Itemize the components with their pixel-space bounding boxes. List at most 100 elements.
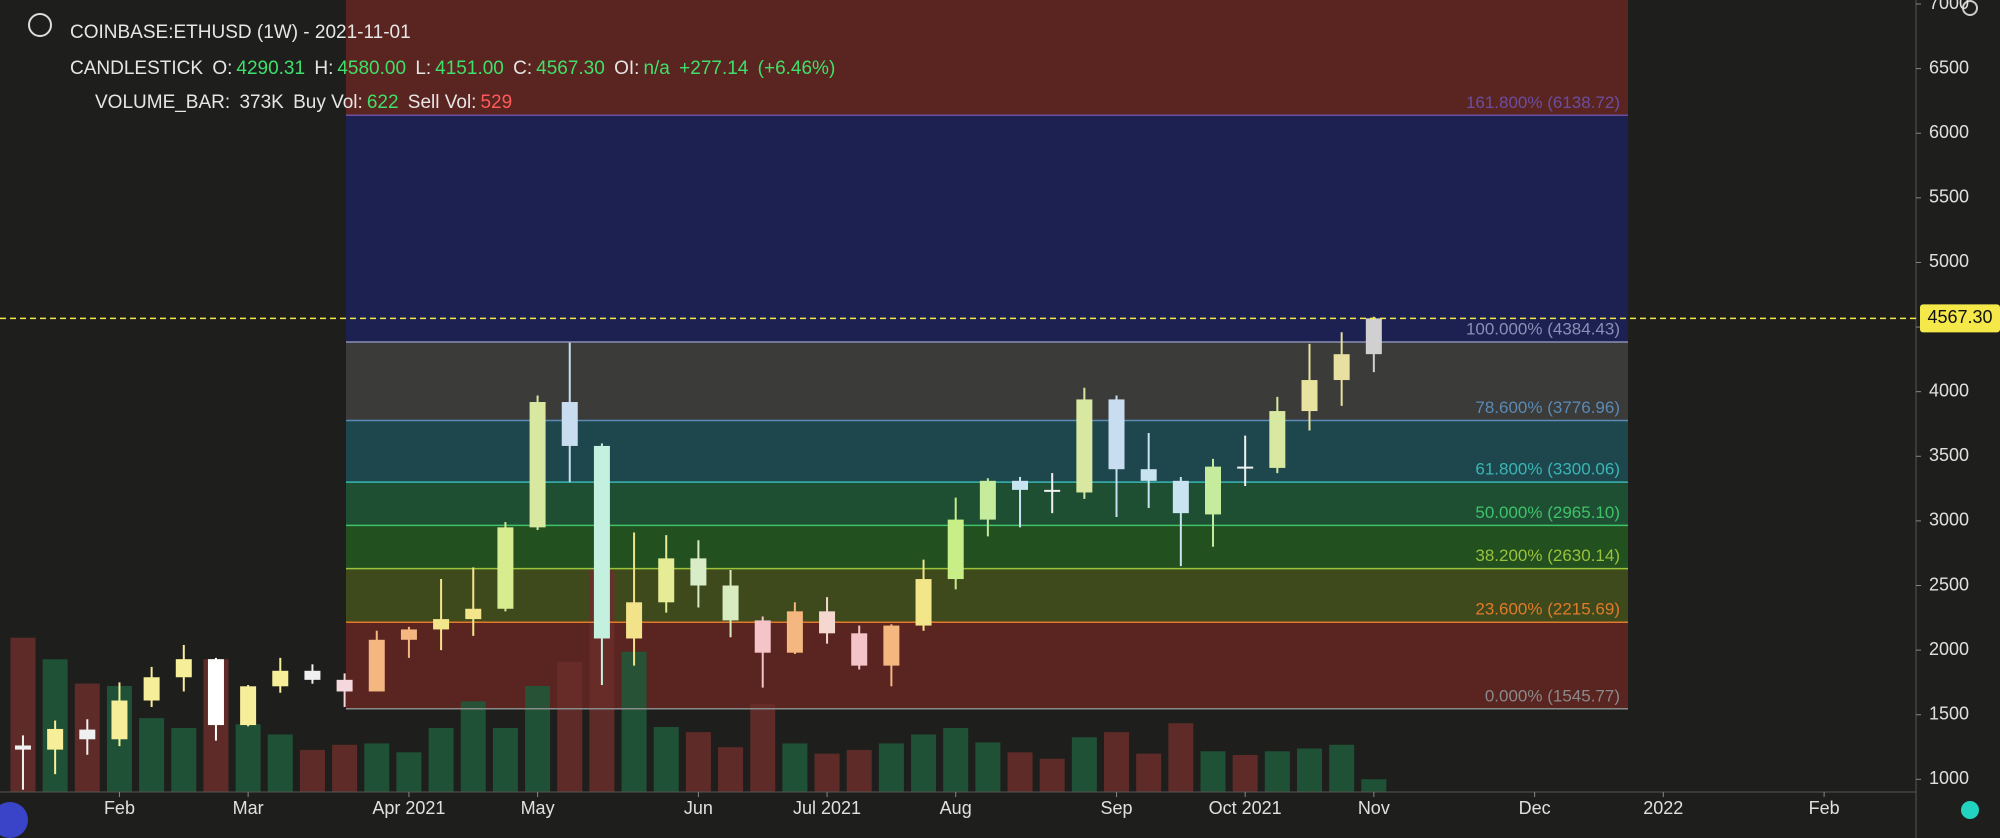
- volume-bar: [1136, 753, 1162, 792]
- candle-body: [1044, 489, 1061, 492]
- volume-bar: [139, 718, 165, 792]
- candle-body: [1269, 411, 1286, 468]
- volume-bar: [814, 753, 840, 792]
- x-tick-label: May: [521, 798, 555, 818]
- volume-bar: [1007, 752, 1033, 792]
- volume-bar: [364, 743, 390, 792]
- field-value: 4290.31: [236, 58, 306, 79]
- candle-body: [1237, 466, 1254, 469]
- volume-bar: [685, 732, 711, 792]
- candle-body: [561, 402, 578, 446]
- candle-body: [47, 728, 64, 750]
- candle-body: [786, 611, 803, 653]
- volume-bar: [943, 728, 969, 792]
- field-value: 4567.30: [536, 58, 605, 79]
- x-tick-label: Oct 2021: [1209, 798, 1282, 818]
- candle-body: [915, 579, 932, 626]
- volume-bar: [396, 752, 422, 792]
- candle-body: [14, 745, 31, 750]
- y-tick-label: 6000: [1929, 122, 1969, 142]
- fib-zone: [346, 115, 1628, 342]
- app-icon[interactable]: [0, 802, 28, 838]
- volume-bar: [557, 662, 583, 792]
- volume-bar: [492, 728, 518, 792]
- candle-body: [111, 700, 128, 740]
- change-pct: (+6.46%): [757, 58, 836, 79]
- field-value: n/a: [643, 58, 670, 79]
- field-label: C:: [513, 58, 533, 79]
- candle-body: [207, 659, 224, 726]
- volume-bar: [235, 724, 261, 792]
- y-tick-label: 1500: [1929, 703, 1969, 723]
- fib-label: 23.600% (2215.69): [1475, 600, 1620, 619]
- fib-label: 38.200% (2630.14): [1475, 546, 1620, 565]
- fib-label: 78.600% (3776.96): [1475, 398, 1620, 417]
- fib-label: 161.800% (6138.72): [1466, 93, 1620, 112]
- y-tick-label: 6500: [1929, 57, 1969, 77]
- field-label: Sell Vol:: [407, 92, 477, 113]
- y-tick-label: 3000: [1929, 510, 1969, 530]
- volume-bar: [1361, 779, 1387, 792]
- title: COINBASE:ETHUSD (1W) - 2021-11-01: [70, 21, 415, 45]
- candle-body: [272, 670, 289, 687]
- candle-body: [1108, 399, 1125, 470]
- candle-body: [947, 519, 964, 580]
- field-label: OI:: [614, 58, 640, 79]
- volume-bar: [1264, 751, 1290, 792]
- volume-bar: [1296, 748, 1322, 792]
- y-tick-label: 2500: [1929, 574, 1969, 594]
- x-tick-label: Jul 2021: [793, 798, 861, 818]
- candle-body: [497, 527, 514, 609]
- change: +277.14: [679, 58, 749, 79]
- field-label: Buy Vol:: [293, 92, 363, 113]
- candle-body: [1140, 469, 1157, 481]
- y-tick-label: 1000: [1929, 768, 1969, 788]
- volume-bar: [428, 728, 454, 792]
- candle-body: [593, 445, 610, 639]
- volume-bar: [267, 734, 293, 792]
- candle-body: [819, 611, 836, 634]
- candle-body: [336, 679, 353, 692]
- candle-body: [1365, 318, 1382, 355]
- field-label: H:: [314, 58, 334, 79]
- y-tick-label: 2000: [1929, 639, 1969, 659]
- fib-zone: [346, 568, 1628, 623]
- field-label: L:: [415, 58, 432, 79]
- field-value: 529: [480, 92, 513, 113]
- y-tick-label: 5500: [1929, 187, 1969, 207]
- volume-bar: [1200, 751, 1226, 792]
- volume-bar: [846, 749, 872, 792]
- x-tick-label: Jun: [684, 798, 713, 818]
- volume-bar: [750, 704, 776, 792]
- fib-zone: [346, 0, 1628, 116]
- settings-icon[interactable]: [1962, 0, 1978, 16]
- fib-zone: [346, 341, 1628, 421]
- zoom-icon[interactable]: [28, 13, 52, 37]
- chart-title: COINBASE:ETHUSD (1W) - 2021-11-01: [70, 22, 411, 43]
- candle-body: [79, 729, 96, 740]
- x-tick-label: Sep: [1101, 798, 1133, 818]
- fib-label: 61.800% (3300.06): [1475, 460, 1620, 479]
- x-tick-label: Dec: [1519, 798, 1551, 818]
- fib-zone: [346, 420, 1628, 483]
- fib-label: 50.000% (2965.10): [1475, 503, 1620, 522]
- candle-body: [400, 629, 417, 640]
- fib-label: 0.000% (1545.77): [1485, 686, 1620, 705]
- y-tick-label: 3500: [1929, 445, 1969, 465]
- candle-body: [722, 585, 739, 621]
- candle-body: [658, 558, 675, 603]
- candle-body: [979, 480, 996, 520]
- candle-body: [1076, 399, 1093, 493]
- y-tick-label: 5000: [1929, 251, 1969, 271]
- volume-bar: [460, 701, 486, 792]
- candle-body: [1172, 480, 1189, 514]
- volume-bar: [1168, 723, 1194, 792]
- candle-body: [465, 608, 482, 620]
- volume-bar: [332, 744, 358, 792]
- field-value: 4151.00: [435, 58, 504, 79]
- candle-body: [433, 619, 450, 630]
- volume-bar: [1071, 737, 1097, 792]
- volume-bar: [299, 749, 325, 792]
